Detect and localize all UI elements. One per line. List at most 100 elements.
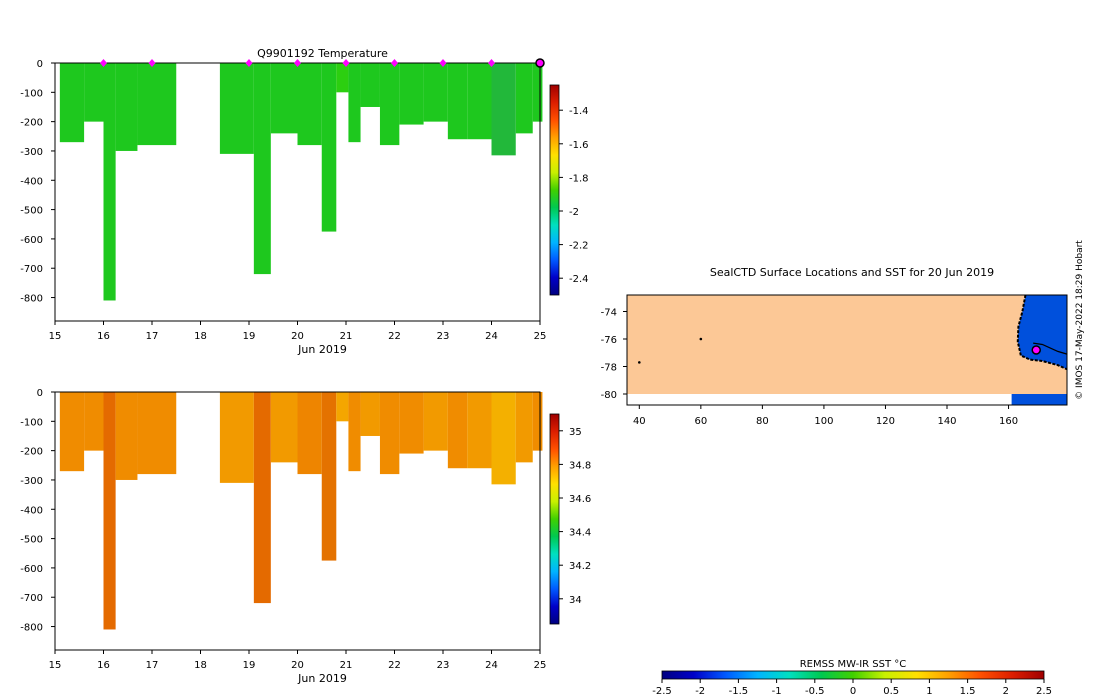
profile-bar (379, 392, 400, 475)
x-tick-label: 24 (485, 660, 498, 671)
x-axis-label: Jun 2019 (297, 343, 347, 356)
profile-bar (491, 63, 516, 156)
y-tick-label: -100 (20, 88, 43, 99)
colorbar-tick-label: 34.2 (569, 561, 591, 572)
profile-bar (115, 392, 138, 480)
profile-bar (137, 63, 177, 146)
profile-bar (321, 392, 337, 561)
x-tick-label: 25 (534, 660, 547, 671)
ice-edge (1033, 342, 1068, 355)
colorbar-ramp (549, 413, 560, 625)
colorbar-tick-label: -2.4 (569, 274, 589, 285)
profile-bar (84, 63, 104, 122)
x-tick-label: 19 (243, 660, 256, 671)
profile-bar (219, 63, 254, 154)
profile-bar (491, 392, 516, 485)
salinity-panel: 0 -100 -200 -300 -400 -500 -600 -700 -800 15 16 17 1… (20, 388, 591, 685)
profile-bar (467, 392, 492, 469)
colorbar-tick-label: 34.6 (569, 494, 591, 505)
profile-marker (488, 59, 495, 67)
colorbar-tick-label: 34.8 (569, 460, 591, 471)
profile-bar (515, 63, 533, 134)
map-x-tick-label: 100 (814, 416, 833, 427)
profile-bar (253, 392, 271, 604)
y-tick-label: -300 (20, 147, 43, 158)
temperature-panel: 0 -100 -200 -300 -400 -500 -600 -700 -800 15 16 17 1… (20, 47, 588, 356)
colorbar-tick-label: 34 (569, 595, 582, 606)
profile-bar (270, 392, 298, 463)
profile-bar (84, 392, 104, 451)
map-x-tick-label: 140 (937, 416, 956, 427)
x-tick-label: 20 (291, 331, 304, 342)
surface-location-point (638, 361, 641, 364)
profile-bar (379, 63, 400, 146)
x-tick-label: 18 (194, 660, 207, 671)
profile-bar (336, 392, 349, 422)
x-tick-label: 22 (388, 331, 401, 342)
sst-colorbar-tick-label: -2 (695, 686, 705, 697)
sst-colorbar-tick-label: -1.5 (729, 686, 749, 697)
profile-bar (447, 63, 468, 140)
profile-bar (103, 63, 116, 301)
map-x-tick-label: 40 (633, 416, 646, 427)
profile-bar (360, 392, 380, 436)
x-tick-label: 15 (49, 660, 62, 671)
y-tick-label: -300 (20, 476, 43, 487)
y-tick-label: -400 (20, 176, 43, 187)
sst-colorbar-tick-label: 2 (1003, 686, 1009, 697)
imos-credit: © IMOS 17-May-2022 18:29 Hobart (1075, 240, 1085, 400)
profile-bar (360, 63, 380, 107)
map-x-tick-label: 60 (694, 416, 707, 427)
profile-marker (391, 59, 398, 67)
map-y-tick-label: -74 (601, 308, 617, 319)
x-axis-label: Jun 2019 (297, 672, 347, 685)
profile-bar (321, 63, 337, 232)
sst-map-panel: SealCTD Surface Locations and SST for 20… (601, 266, 1068, 427)
x-tick-label: 22 (388, 660, 401, 671)
map-y-tick-label: -78 (601, 363, 617, 374)
x-tick-label: 25 (534, 331, 547, 342)
colorbar-ramp (661, 670, 1045, 680)
x-tick-label: 17 (146, 331, 159, 342)
profile-marker (148, 59, 156, 67)
sst-colorbar-label: REMSS MW-IR SST °C (800, 659, 907, 670)
y-tick-label: -700 (20, 593, 43, 604)
profile-bar (253, 63, 271, 275)
y-tick-label: -200 (20, 118, 43, 129)
colorbar-tick-label: -2 (569, 207, 579, 218)
sst-colorbar-tick-label: -2.5 (652, 686, 672, 697)
colorbar-ramp (549, 84, 560, 296)
colorbar-tick-label: -2.2 (569, 241, 589, 252)
profile-bar (115, 63, 138, 151)
sst-colorbar-tick-label: -1 (772, 686, 782, 697)
surface-location-point (699, 337, 703, 341)
profile-bar (515, 392, 533, 463)
map-x-tick-label: 80 (756, 416, 769, 427)
profile-marker (439, 59, 447, 67)
current-location-marker (1031, 345, 1041, 355)
x-tick-label: 19 (243, 331, 256, 342)
profile-bar (467, 63, 492, 140)
colorbar-tick-label: -1.6 (569, 140, 589, 151)
profile-bar (423, 63, 448, 122)
profile-bar (219, 392, 254, 483)
sst-colorbar: REMSS MW-IR SST °C -2.5 -2 -1.5 -1 -0.5 0 0.5 1 1… (652, 659, 1052, 697)
y-tick-label: -100 (20, 417, 43, 428)
profile-marker (100, 59, 107, 67)
sst-colorbar-tick-label: 2.5 (1036, 686, 1052, 697)
x-tick-label: 16 (97, 660, 110, 671)
profile-bar (336, 63, 349, 93)
profile-bar (103, 392, 116, 630)
profile-bar (297, 392, 322, 475)
ocean-strip (1011, 394, 1067, 405)
profile-marker (342, 59, 350, 67)
y-tick-label: -600 (20, 564, 43, 575)
colorbar-tick-label: 35 (569, 427, 582, 438)
profile-bar (399, 63, 424, 125)
x-tick-label: 20 (291, 660, 304, 671)
x-tick-label: 23 (437, 331, 450, 342)
y-tick-label: -700 (20, 264, 43, 275)
colorbar-tick-label: -1.8 (569, 173, 589, 184)
ocean-area (1017, 295, 1067, 370)
